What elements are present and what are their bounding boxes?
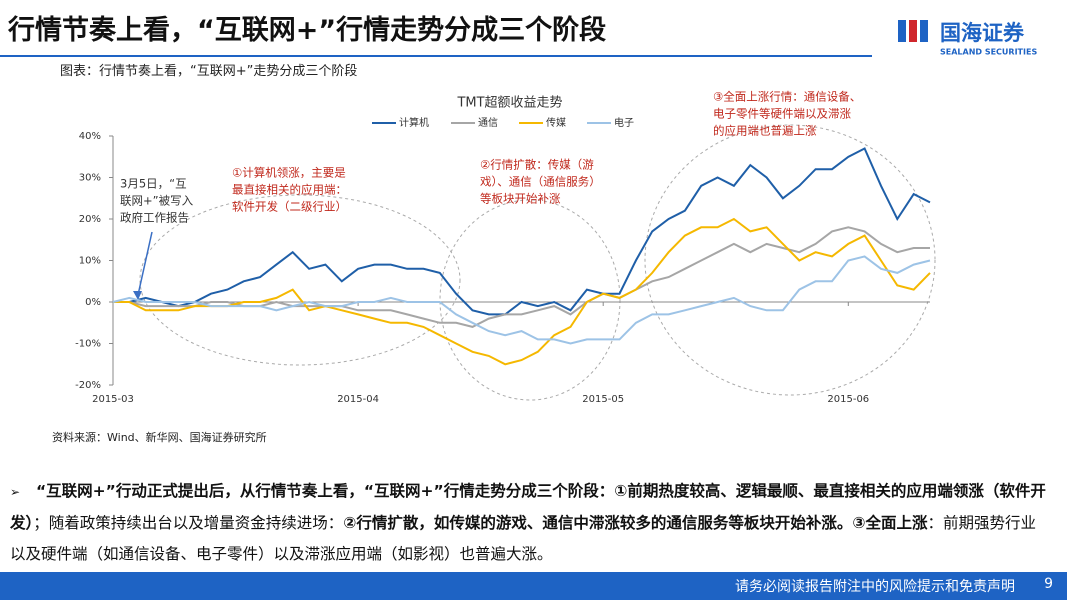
legend-label: 通信 [478, 117, 498, 129]
footer-bar [0, 572, 1067, 600]
logo-icon [909, 20, 917, 42]
page-title: 行情节奏上看，“互联网+”行情走势分成三个阶段 [8, 15, 607, 46]
x-tick-label: 2015-05 [582, 394, 624, 405]
annotation: 戏）、通信（通信服务） [480, 175, 601, 189]
page-number: 9 [1044, 576, 1053, 592]
y-tick-label: 30% [79, 173, 101, 184]
figure-caption: 图表：行情节奏上看，“互联网+”走势分成三个阶段 [60, 64, 358, 79]
x-tick-label: 2015-04 [337, 394, 379, 405]
legend-label: 计算机 [399, 116, 429, 129]
phase-ellipse [644, 124, 936, 396]
bullet-segment: ；随着政策持续出台以及增量资金持续进场： [33, 514, 344, 532]
annotation: 政府工作报告 [120, 211, 189, 225]
series-line [113, 217, 931, 366]
disclaimer: 请务必阅读报告附注中的风险提示和免责声明 [735, 579, 1015, 595]
bullet-marker: ➢ [10, 485, 21, 499]
y-tick-label: 20% [79, 214, 101, 225]
bullet-segment: ：前期强势行业以及硬件端（如通信设备、电子零件）以及滞涨应用端（如影视）也普遍大… [10, 514, 1037, 563]
logo-text: 国海证券 [940, 21, 1025, 45]
annotation: ③全面上涨行情：通信设备、 [713, 90, 861, 104]
series-line [113, 226, 930, 328]
annotation: ①计算机领涨，主要是 [232, 166, 346, 180]
annotation: 最直接相关的应用端： [232, 183, 347, 197]
arrow [137, 231, 153, 296]
y-tick-label: -10% [75, 339, 101, 350]
y-tick-label: 0% [85, 297, 101, 308]
annotation: 等板块开始补涨 [480, 192, 561, 206]
annotation: 电子零件等硬件端以及滞涨 [713, 107, 851, 121]
y-tick-label: -20% [75, 380, 101, 391]
legend-label: 传媒 [546, 117, 566, 129]
logo-icon [898, 20, 906, 42]
y-tick-label: 10% [79, 256, 101, 267]
annotation: 3月5日，“互 [120, 177, 187, 191]
source-note: 资料来源：Wind、新华网、国海证券研究所 [52, 431, 267, 444]
logo-en: SEALAND SECURITIES [940, 48, 1037, 57]
arrow-head [133, 291, 142, 300]
bullet-segment: “互联网+”行动正式提出后，从行情节奏上看，“互联网+”行情走势分成三个阶段：①… [10, 482, 1046, 532]
chart-title: TMT超额收益走势 [456, 95, 562, 111]
legend-label: 电子 [614, 116, 634, 129]
bullet-segment: ②行情扩散，如传媒的游戏、通信中滞涨较多的通信服务等板块开始补涨。③全面上涨 [343, 514, 928, 532]
annotation: 的应用端也普遍上涨 [713, 124, 817, 138]
series-line [113, 147, 931, 316]
series-line [112, 255, 931, 345]
y-tick-label: 40% [79, 131, 101, 142]
logo-icon [920, 20, 928, 42]
x-tick-label: 2015-03 [92, 394, 134, 405]
x-tick-label: 2015-06 [827, 394, 869, 405]
annotation: 软件开发（二级行业） [232, 200, 347, 214]
annotation: ②行情扩散：传媒（游 [480, 158, 594, 172]
annotation: 联网+”被写入 [120, 194, 194, 208]
bullet-text: ➢ “互联网+”行动正式提出后，从行情节奏上看，“互联网+”行情走势分成三个阶段：… [10, 476, 1050, 570]
phase-ellipse [439, 199, 621, 401]
phase-ellipse [139, 194, 461, 366]
